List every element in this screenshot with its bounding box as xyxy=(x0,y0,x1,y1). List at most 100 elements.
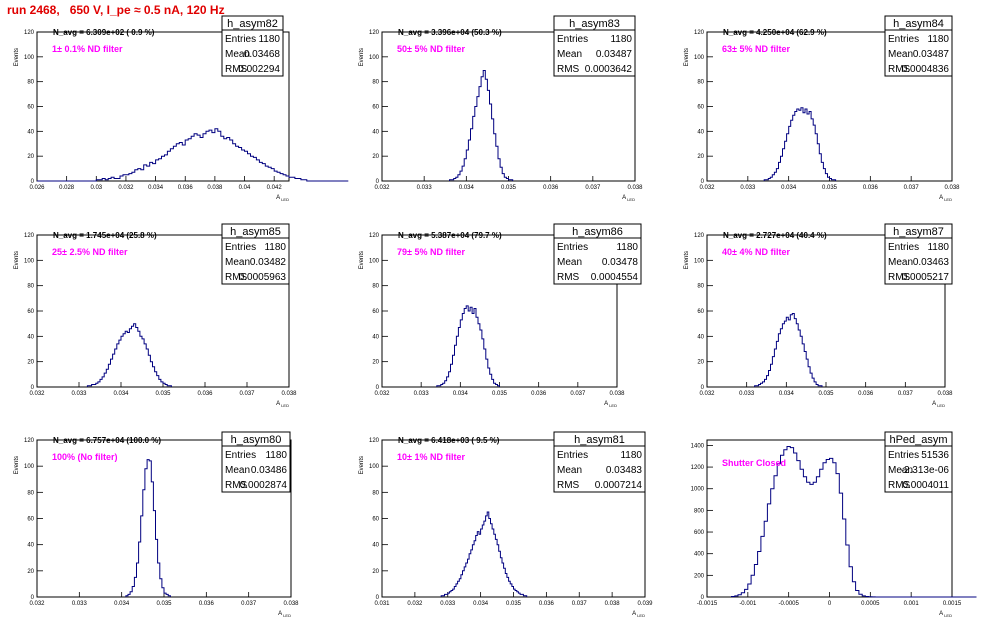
stats-key: Entries xyxy=(888,450,919,461)
stats-value: 1180 xyxy=(620,450,642,461)
stats-value: 0.0004011 xyxy=(902,480,949,491)
y-tick-label: 20 xyxy=(697,154,704,160)
x-tick-label: 0.032 xyxy=(374,391,390,397)
y-axis-label: Events xyxy=(684,251,690,269)
x-tick-label: -0.001 xyxy=(739,601,757,607)
x-tick-label: 0.034 xyxy=(473,601,489,607)
histogram-panel-h_asym87: 0 20 40 60 80 100 120 0.032 0.033 0.034 0.035 0.036… xyxy=(684,223,953,408)
y-tick-label: 80 xyxy=(27,80,34,86)
stats-value: 0.03487 xyxy=(596,49,633,60)
y-tick-label: 1000 xyxy=(691,487,705,493)
x-tick-label: 0.038 xyxy=(207,185,223,191)
y-tick-label: 20 xyxy=(27,154,34,160)
y-tick-label: 20 xyxy=(27,360,34,366)
stats-key: Entries xyxy=(225,450,256,461)
x-tick-label: 0.039 xyxy=(637,601,653,607)
stats-title: hPed_asym xyxy=(889,434,947,446)
histogram-bars xyxy=(731,446,977,598)
y-tick-label: 100 xyxy=(369,55,380,61)
x-tick-label: 0.03 xyxy=(90,185,102,191)
y-tick-label: 80 xyxy=(27,284,34,290)
stats-key: Entries xyxy=(888,242,919,253)
stats-key: RMS xyxy=(888,64,911,75)
navg-annotation: N_avg = 6.309e+02 ( 0.9 %) xyxy=(53,28,155,37)
stats-value: 0.03487 xyxy=(913,49,950,60)
x-axis-label: A LED xyxy=(278,611,291,618)
x-tick-label: 0.038 xyxy=(627,185,643,191)
filter-annotation: 50± 5% ND filter xyxy=(397,44,465,54)
y-tick-label: 1200 xyxy=(691,465,705,471)
y-tick-label: 100 xyxy=(694,258,705,264)
stats-box: h_asym80 Entries 1180 Mean 0.03486RMS0.00028… xyxy=(221,431,291,493)
y-tick-label: 0 xyxy=(31,179,35,185)
stats-key: Mean xyxy=(225,49,250,60)
navg-annotation: N_avg = 4.250e+04 (62.9 %) xyxy=(723,28,827,37)
y-tick-label: 120 xyxy=(24,233,35,239)
stats-key: RMS xyxy=(225,64,248,75)
x-tick-label: 0.037 xyxy=(572,601,588,607)
x-tick-label: 0.033 xyxy=(72,601,88,607)
stats-value: 0.03482 xyxy=(250,257,287,268)
filter-annotation: 79± 5% ND filter xyxy=(397,247,465,257)
stats-box: hPed_asym Entries 51536 Mean-2.313e-06 RMS0.… xyxy=(884,431,953,493)
stats-box: h_asym86 Entries 1180 Mean 0.03478 RMS 0.00045… xyxy=(553,223,642,285)
y-tick-label: 80 xyxy=(27,490,34,496)
navg-annotation: N_avg = 6.757e+04 (100.0 %) xyxy=(53,436,161,445)
x-tick-label: 0.037 xyxy=(898,391,914,397)
y-axis-label: Events xyxy=(14,48,20,66)
y-tick-label: 0 xyxy=(701,385,705,391)
x-tick-label: 0.035 xyxy=(822,185,838,191)
stats-value: 0.0005217 xyxy=(902,272,950,283)
y-tick-label: 40 xyxy=(697,129,704,135)
stats-value: 0.0004554 xyxy=(591,272,639,283)
y-axis-label: Events xyxy=(359,456,365,474)
stats-key: RMS xyxy=(225,480,248,491)
stats-key: Mean xyxy=(557,257,582,268)
filter-annotation: Shutter Closed xyxy=(722,458,786,468)
x-tick-label: 0.032 xyxy=(118,185,134,191)
stats-value: 0.03478 xyxy=(602,257,639,268)
y-tick-label: 80 xyxy=(372,80,379,86)
x-axis-label: A LED xyxy=(604,401,617,408)
x-tick-label: -0.0005 xyxy=(778,601,799,607)
stats-value: 0.03483 xyxy=(606,465,643,476)
x-tick-label: 0.038 xyxy=(281,391,297,397)
x-tick-label: 0.036 xyxy=(178,185,194,191)
stats-value: 0.03463 xyxy=(913,257,950,268)
x-tick-label: 0.032 xyxy=(407,601,423,607)
y-tick-label: 80 xyxy=(697,80,704,86)
y-tick-label: 100 xyxy=(24,55,35,61)
stats-value: 0.03468 xyxy=(244,49,281,60)
stats-value: 0.0004836 xyxy=(902,64,950,75)
histogram-panel-hPed_asym: 0 200 400 600 800 1000 1200 1400 -0.0015 -0.001 -0… xyxy=(691,431,977,618)
histogram-bars xyxy=(449,70,514,181)
x-tick-label: 0.0005 xyxy=(861,601,880,607)
stats-value: 0.0003642 xyxy=(585,64,633,75)
stats-key: RMS xyxy=(888,480,911,491)
stats-key: RMS xyxy=(557,64,580,75)
x-tick-label: 0.036 xyxy=(543,185,559,191)
y-tick-label: 40 xyxy=(372,543,379,549)
stats-value: 1180 xyxy=(264,242,286,253)
x-tick-label: 0.042 xyxy=(267,185,283,191)
y-tick-label: 0 xyxy=(376,385,380,391)
stats-key: RMS xyxy=(225,272,248,283)
y-tick-label: 40 xyxy=(697,334,704,340)
stats-value: 0.0002874 xyxy=(240,480,288,491)
stats-title: h_asym82 xyxy=(227,18,278,30)
x-axis-label: A LED xyxy=(276,401,289,408)
x-axis-label: A LED xyxy=(632,611,645,618)
x-tick-label: 0.034 xyxy=(113,391,129,397)
stats-box: h_asym83 Entries 1180 Mean 0.03487 RMS 0.00036… xyxy=(553,15,636,77)
y-tick-label: 800 xyxy=(694,508,705,514)
y-tick-label: 120 xyxy=(694,30,705,36)
x-tick-label: 0.032 xyxy=(699,185,715,191)
stats-value: 1180 xyxy=(258,34,280,45)
y-tick-label: 40 xyxy=(27,543,34,549)
x-tick-label: 0.034 xyxy=(779,391,795,397)
y-tick-label: 60 xyxy=(27,105,34,111)
filter-annotation: 1± 0.1% ND filter xyxy=(52,44,123,54)
stats-key: Entries xyxy=(557,450,588,461)
y-tick-label: 200 xyxy=(694,573,705,579)
y-tick-label: 120 xyxy=(694,233,705,239)
